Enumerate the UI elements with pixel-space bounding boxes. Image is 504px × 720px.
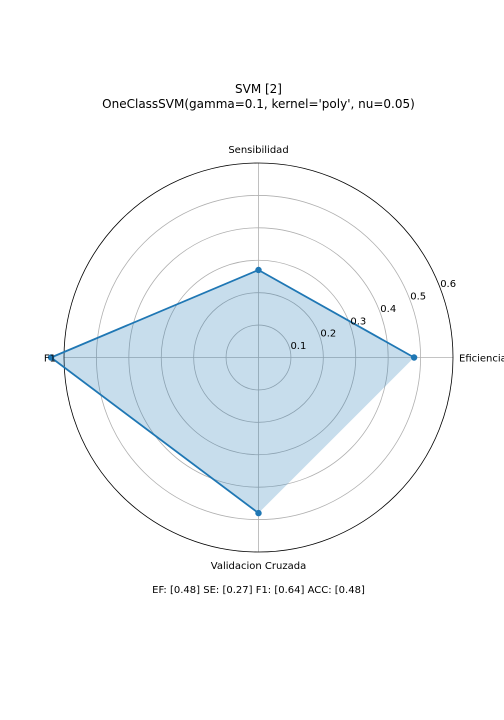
category-label-2: F1 — [44, 354, 56, 365]
angular-grid — [64, 163, 453, 552]
radial-tick-label-0: 0.1 — [290, 341, 306, 352]
data-point-1 — [255, 266, 262, 274]
metrics-annotation: EF: [0.48] SE: [0.27] F1: [0.64] ACC: [0… — [152, 585, 365, 596]
radial-tick-label-4: 0.5 — [410, 291, 426, 302]
category-label-1: Sensibilidad — [228, 145, 288, 156]
data-point-2 — [47, 354, 55, 361]
radial-tick-label-5: 0.6 — [440, 279, 456, 290]
category-labels: Eficiencia Sensibilidad F1 Validacion Cruza… — [44, 145, 504, 572]
radial-tick-label-1: 0.2 — [320, 329, 336, 340]
series-fill — [51, 269, 415, 514]
category-label-0: Eficiencia — [459, 354, 504, 365]
data-point-0 — [410, 354, 418, 361]
radial-tick-label-2: 0.3 — [350, 316, 366, 327]
data-point-3 — [255, 509, 262, 517]
radial-tick-label-3: 0.4 — [380, 304, 396, 315]
chart-title: SVM [2] — [235, 82, 282, 96]
polar-frame — [63, 162, 454, 553]
category-label-3: Validacion Cruzada — [211, 561, 306, 572]
series-area — [47, 266, 418, 517]
radial-tick-labels: 0.1 0.2 0.3 0.4 0.5 0.6 — [290, 279, 456, 352]
chart-subtitle: OneClassSVM(gamma=0.1, kernel='poly', nu… — [102, 97, 415, 111]
series-line — [50, 269, 415, 514]
